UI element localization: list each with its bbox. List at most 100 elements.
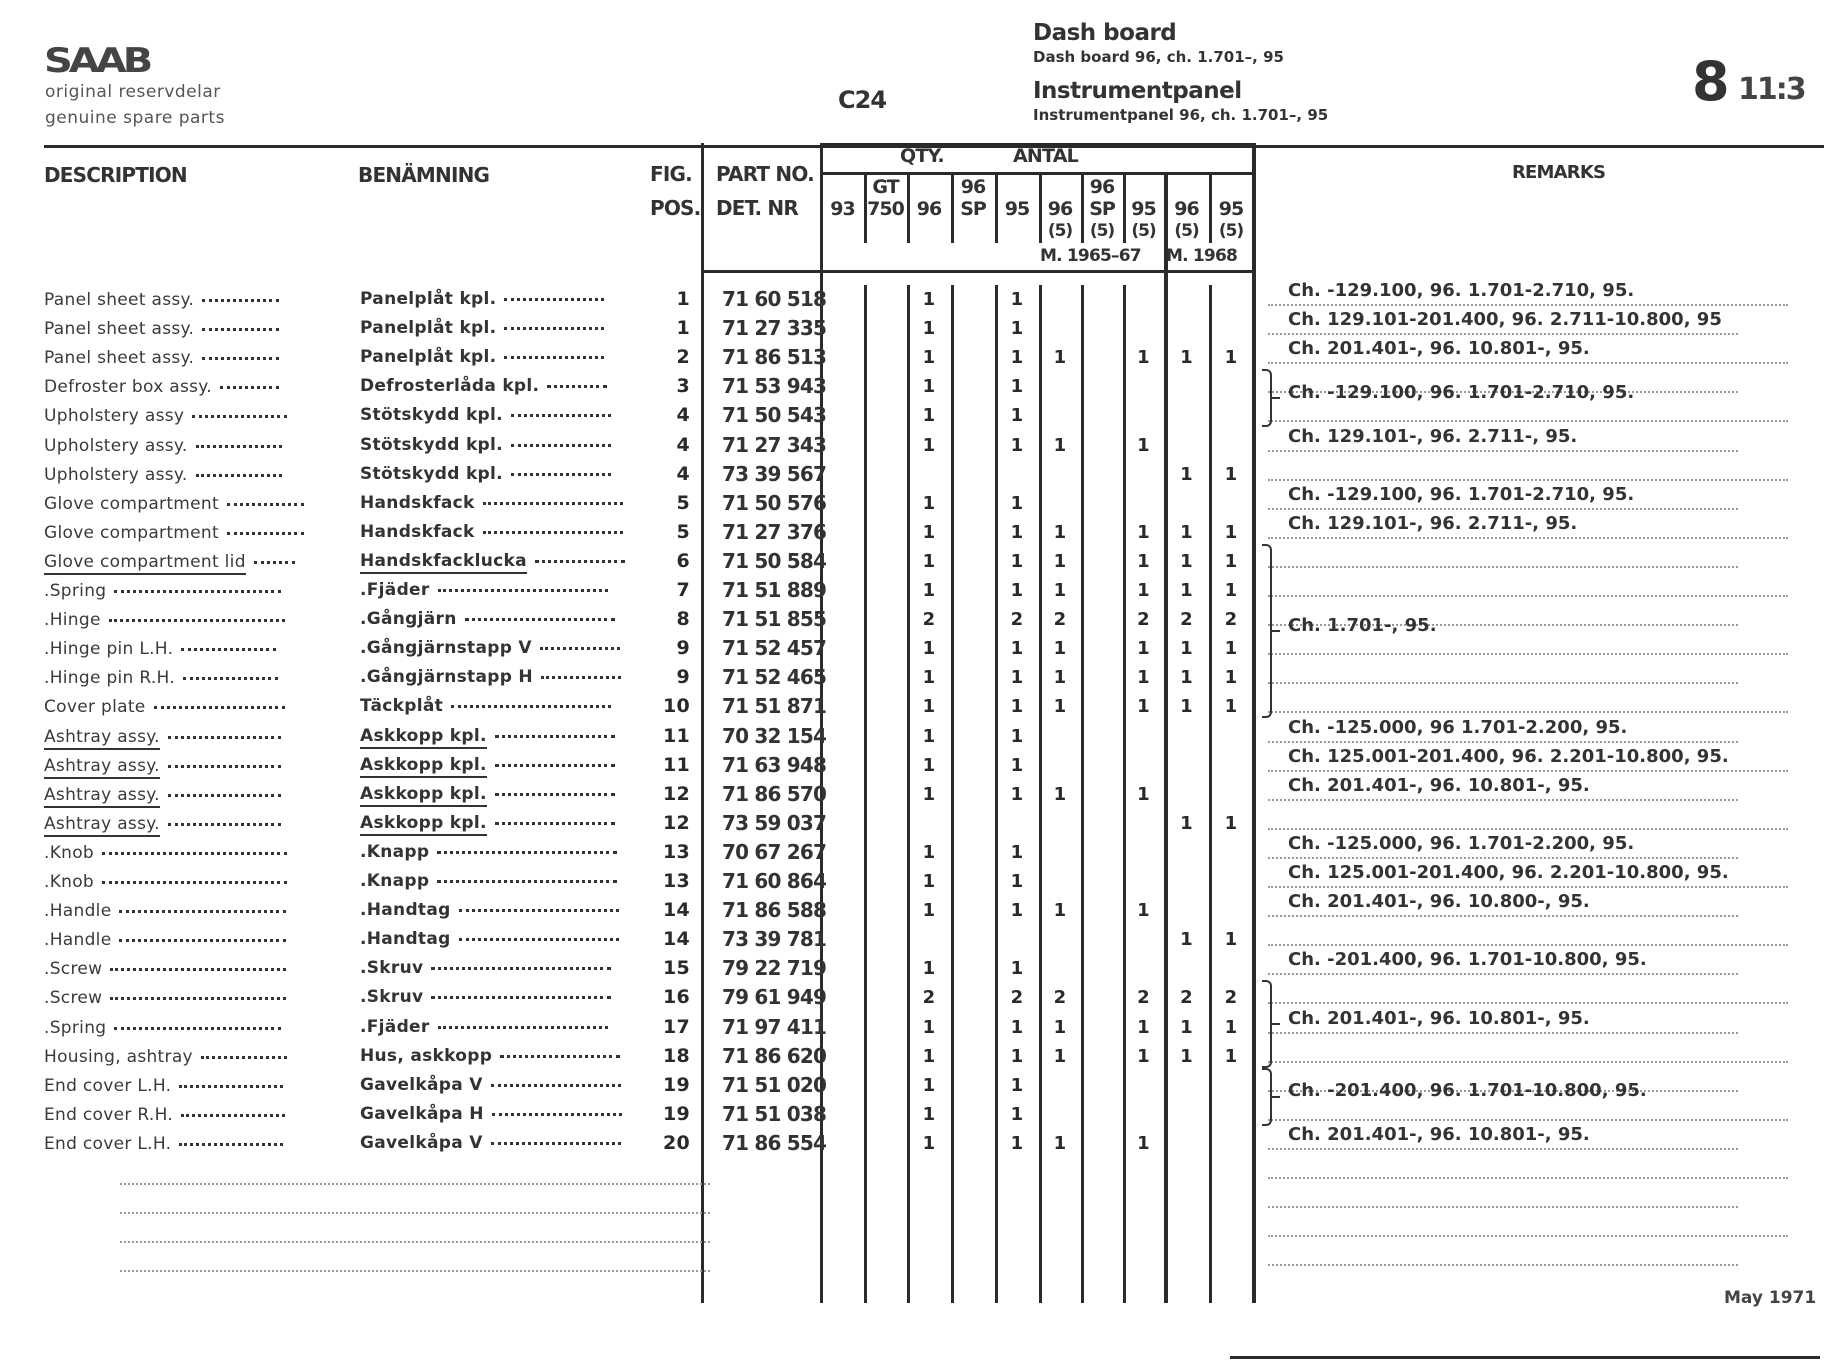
qty-column-divider xyxy=(951,175,954,243)
dot-leader xyxy=(114,590,282,593)
qty-value: 1 xyxy=(1180,667,1193,689)
part-description: Glove compartment lid xyxy=(44,551,295,575)
brace-bracket xyxy=(1262,543,1272,719)
qty-value: 1 xyxy=(922,1016,936,1038)
blank-row-rule-line xyxy=(120,1270,710,1273)
benamning-text: .Fjäder xyxy=(360,1016,430,1037)
part-number: 71 50 576 xyxy=(722,490,827,515)
qty-column-divider xyxy=(1123,175,1126,243)
table-row: .Hinge pin L.H. .Gångjärnstapp V 9 71 52 45… xyxy=(0,635,1260,664)
qty-value: 1 xyxy=(1137,521,1150,543)
dot-leader xyxy=(494,734,615,738)
dot-leader xyxy=(167,793,281,797)
qty-value: 1 xyxy=(1137,550,1150,572)
dot-leader xyxy=(500,1054,621,1058)
dot-leader xyxy=(195,444,282,448)
qty-column-header-sub: (5) xyxy=(1089,221,1115,241)
model-year-1968: M. 1968 xyxy=(1166,246,1238,266)
qty-value: 1 xyxy=(1137,1045,1150,1067)
header-rule xyxy=(44,145,1824,148)
part-number: 71 86 570 xyxy=(722,781,827,806)
qty-value: 1 xyxy=(1010,958,1024,980)
qty-value: 1 xyxy=(1137,347,1150,369)
dot-leader xyxy=(437,1025,608,1029)
qty-value: 1 xyxy=(922,347,936,369)
fig-pos: 19 xyxy=(662,1102,690,1125)
table-row: .Screw .Skruv 15 79 22 719 1 1 xyxy=(0,955,1260,984)
dot-leader xyxy=(167,764,281,768)
qty-column-header-sub: (5) xyxy=(1174,221,1199,241)
dot-leader xyxy=(119,939,287,943)
dot-leader xyxy=(110,997,287,1001)
tagline-swedish: original reservdelar xyxy=(45,82,221,102)
remarks-rule-line xyxy=(1268,1177,1788,1179)
qty-value: 1 xyxy=(922,754,936,776)
qty-value: 1 xyxy=(922,696,936,718)
remark-text: Ch. 201.401-, 96. 10.801-, 95. xyxy=(1288,1123,1590,1145)
qty-value: 1 xyxy=(1180,929,1193,951)
qty-value: 1 xyxy=(1010,900,1024,922)
table-row: .Hinge .Gångjärn 8 71 51 855 2 2 2 2 2 2 xyxy=(0,606,1260,635)
qty-right-border xyxy=(1252,143,1256,1303)
part-description: .Handle xyxy=(44,930,287,950)
table-row: .Spring .Fjäder 17 71 97 411 1 1 1 1 1 1 xyxy=(0,1014,1260,1043)
fig-pos: 12 xyxy=(662,811,690,834)
dot-leader xyxy=(494,821,615,825)
part-benamning: Askkopp kpl. xyxy=(360,725,615,749)
description-text: Panel sheet assy. xyxy=(44,290,195,310)
remark-text: Ch. 125.001-201.400, 96. 2.201-10.800, 9… xyxy=(1288,862,1729,883)
qty-value: 1 xyxy=(1137,667,1150,689)
table-row: End cover L.H. Gavelkåpa V 20 71 86 554 1 1 1 1 xyxy=(0,1130,1260,1159)
dot-leader xyxy=(490,1141,621,1145)
qty-value: 1 xyxy=(1224,667,1238,689)
description-text: .Screw xyxy=(44,959,103,980)
dot-leader xyxy=(547,385,608,389)
part-description: Defroster box assy. xyxy=(44,377,279,397)
description-text: Glove compartment xyxy=(44,493,219,514)
qty-column-divider xyxy=(1081,175,1084,243)
part-benamning: Askkopp kpl. xyxy=(360,812,615,836)
qty-value: 1 xyxy=(922,725,936,747)
description-text: .Hinge xyxy=(44,610,101,631)
fig-pos: 13 xyxy=(662,840,690,863)
fig-column-divider xyxy=(701,143,704,1303)
qty-value: 2 xyxy=(1010,987,1024,1009)
part-number: 70 67 267 xyxy=(722,839,827,864)
qty-value: 1 xyxy=(922,318,936,340)
fig-pos: 14 xyxy=(662,899,690,922)
dot-leader xyxy=(458,938,619,942)
qty-value: 1 xyxy=(1010,550,1024,572)
qty-value: 1 xyxy=(1224,812,1238,834)
qty-value: 2 xyxy=(1224,987,1238,1009)
part-number: 71 86 588 xyxy=(722,898,827,923)
part-benamning: Täckplåt xyxy=(360,696,612,716)
table-row: End cover L.H. Gavelkåpa V 19 71 51 020 1 1 xyxy=(0,1072,1260,1101)
dot-leader xyxy=(510,443,611,447)
dot-leader xyxy=(114,1026,282,1030)
part-description: Panel sheet assy. xyxy=(44,348,280,368)
model-year-1965-67: M. 1965–67 xyxy=(1040,246,1142,266)
dot-leader xyxy=(494,792,615,796)
table-row: Upholstery assy. Stötskydd kpl. 4 71 27 343… xyxy=(0,432,1260,461)
part-number: 71 50 584 xyxy=(722,548,827,573)
description-text: Upholstery assy. xyxy=(44,464,188,485)
dot-leader xyxy=(181,648,277,652)
qty-value: 1 xyxy=(1180,347,1193,369)
benamning-text: .Handtag xyxy=(360,929,451,950)
subtitle-swedish: Instrumentpanel 96, ch. 1.701–, 95 xyxy=(1033,106,1329,124)
description-text: .Screw xyxy=(44,988,103,1009)
qty-value: 1 xyxy=(1224,550,1238,572)
dot-leader xyxy=(494,763,615,767)
part-description: Upholstery assy xyxy=(44,406,288,426)
fig-pos: 8 xyxy=(676,608,690,631)
table-row: Glove compartment Handskfack 5 71 27 376 1 1 1… xyxy=(0,519,1260,548)
part-description: Ashtray assy. xyxy=(44,813,281,837)
part-benamning: Stötskydd kpl. xyxy=(360,464,611,484)
remarks-rule-line xyxy=(1268,1118,1788,1121)
qty-value: 1 xyxy=(1137,638,1150,660)
qty-column-divider xyxy=(1209,285,1212,1303)
description-text: Glove compartment lid xyxy=(44,551,246,575)
part-description: End cover L.H. xyxy=(44,1134,284,1154)
dot-leader xyxy=(192,415,288,419)
fig-pos: 4 xyxy=(676,433,690,456)
